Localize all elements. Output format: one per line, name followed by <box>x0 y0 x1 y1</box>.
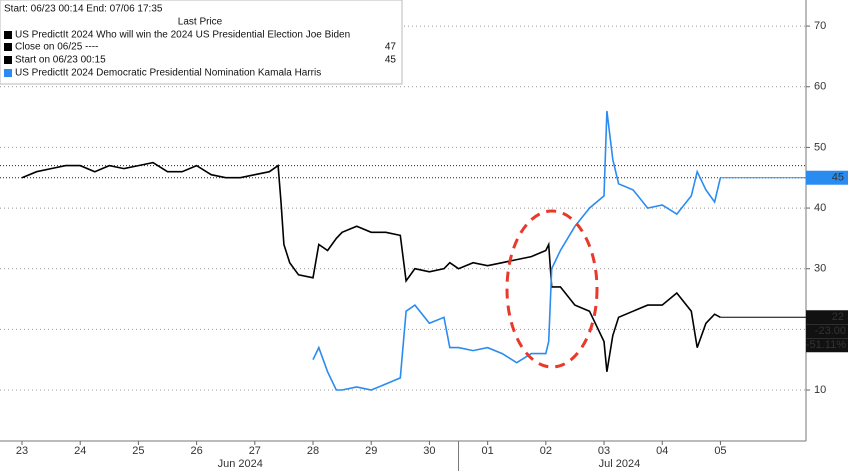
legend-subheader: Last Price <box>178 17 223 28</box>
change-box <box>806 324 848 339</box>
x-tick-label: 25 <box>132 445 144 457</box>
change-label: -23.00 <box>815 325 846 337</box>
x-tick-label: 03 <box>598 445 610 457</box>
legend-box <box>0 0 403 85</box>
x-tick-label: 27 <box>249 445 261 457</box>
highlight-ellipse <box>505 209 599 369</box>
change-label: -51.11% <box>806 339 846 351</box>
legend-swatch <box>4 43 12 51</box>
month-label: Jun 2024 <box>218 458 263 470</box>
legend-value: 45 <box>385 55 397 66</box>
y-tick-label: 30 <box>814 263 826 275</box>
legend-label: US PredictIt 2024 Democratic Presidentia… <box>15 68 321 79</box>
x-tick-label: 23 <box>16 445 28 457</box>
legend-label: US PredictIt 2024 Who will win the 2024 … <box>15 30 350 41</box>
x-tick-label: 29 <box>365 445 377 457</box>
x-tick-label: 05 <box>714 445 726 457</box>
legend-value: 47 <box>385 42 397 53</box>
last-value-label: 45 <box>832 172 844 184</box>
month-label: Jul 2024 <box>599 458 641 470</box>
legend-label: Start on 06/23 00:15 <box>15 55 106 66</box>
legend: Start: 06/23 00:14 End: 07/06 17:35 Last… <box>0 0 403 85</box>
change-box <box>806 338 848 353</box>
series-line <box>312 110 722 391</box>
legend-swatch <box>4 56 12 64</box>
legend-swatch <box>4 69 12 77</box>
x-tick-label: 24 <box>74 445 86 457</box>
series-line <box>21 161 721 372</box>
x-tick-label: 26 <box>190 445 202 457</box>
last-value-box <box>806 170 848 185</box>
y-tick-label: 60 <box>814 81 826 93</box>
legend-header: Start: 06/23 00:14 End: 07/06 17:35 <box>4 4 163 15</box>
y-tick-label: 70 <box>814 20 826 32</box>
y-tick-label: 40 <box>814 202 826 214</box>
legend-label: Close on 06/25 ---- <box>15 42 98 53</box>
x-tick-label: 01 <box>482 445 494 457</box>
x-tick-label: 02 <box>540 445 552 457</box>
y-tick-label: 10 <box>814 384 826 396</box>
x-tick-label: 04 <box>656 445 668 457</box>
y-tick-label: 50 <box>814 141 826 153</box>
x-tick-label: 30 <box>423 445 435 457</box>
last-value-label: 22 <box>832 311 844 323</box>
last-value-box <box>806 310 848 325</box>
legend-swatch <box>4 31 12 39</box>
x-tick-label: 28 <box>307 445 319 457</box>
